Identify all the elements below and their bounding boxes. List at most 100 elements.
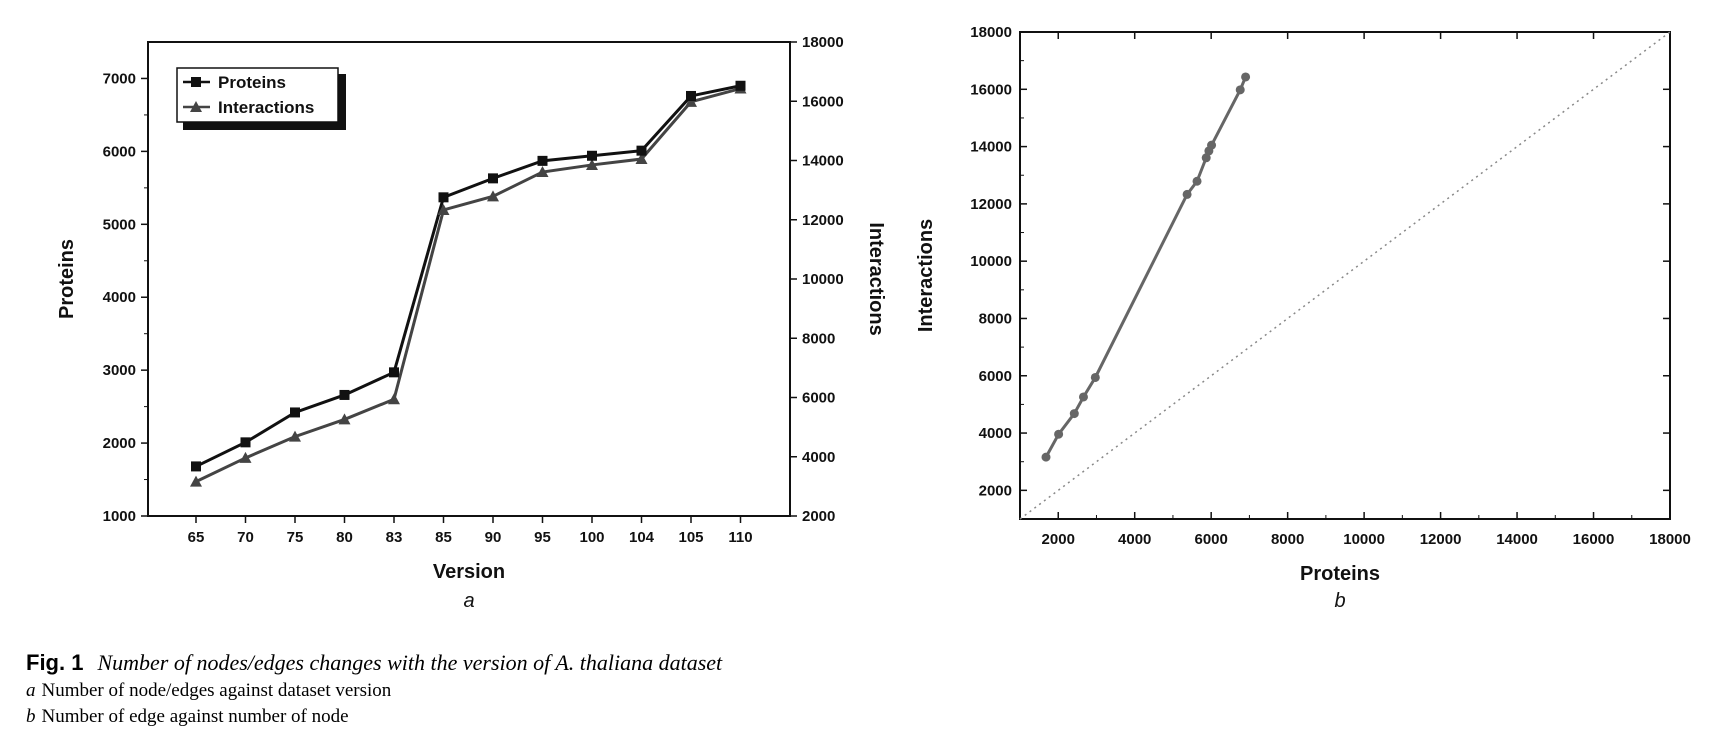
y-tick-label-a: 1000 bbox=[103, 508, 136, 525]
interactions-marker bbox=[437, 203, 450, 215]
x-tick-label-b: 16000 bbox=[1573, 531, 1615, 548]
y-tick-label-a: 5000 bbox=[103, 216, 136, 233]
x-tick-label-b: 10000 bbox=[1343, 531, 1385, 548]
y2-tick-label-a: 4000 bbox=[802, 449, 835, 466]
figure-caption: Fig. 1 Number of nodes/edges changes with… bbox=[26, 648, 1686, 730]
x-tick-label-b: 6000 bbox=[1194, 531, 1227, 548]
proteins-marker bbox=[389, 367, 399, 378]
figure-canvas: 65 70 75 80 83 85 90 95 100 104 105 110 1000 2000 3000… bbox=[56, 24, 1691, 612]
interactions-marker bbox=[536, 166, 549, 178]
data-point-b bbox=[1090, 372, 1100, 382]
proteins-marker bbox=[339, 389, 350, 400]
x-tick-label-b: 14000 bbox=[1496, 531, 1538, 548]
data-point-b bbox=[1078, 392, 1088, 402]
data-point-b bbox=[1241, 72, 1251, 82]
y2-tick-label-a: 16000 bbox=[802, 93, 844, 110]
y-tick-label-b: 14000 bbox=[970, 139, 1012, 156]
data-line-b bbox=[1044, 76, 1247, 458]
figure-title: Number of nodes/edges changes with the v… bbox=[97, 650, 723, 675]
legend-label-proteins: Proteins bbox=[218, 73, 286, 92]
x-tick-label-a: 95 bbox=[534, 529, 551, 546]
data-point-b bbox=[1041, 452, 1051, 462]
x-tick-label-a: 100 bbox=[579, 529, 604, 546]
data-point-b bbox=[1192, 176, 1202, 186]
interactions-marker bbox=[487, 190, 499, 202]
data-point-b bbox=[1069, 409, 1079, 419]
x-tick-label-a: 80 bbox=[336, 529, 353, 546]
x-tick-label-a: 83 bbox=[386, 529, 403, 546]
x-axis-title-b: Proteins bbox=[1300, 563, 1380, 585]
chart-panel-a: 65 70 75 80 83 85 90 95 100 104 105 110 1000 2000 3000… bbox=[56, 34, 887, 612]
interactions-marker bbox=[685, 95, 697, 107]
y-tick-label-a: 4000 bbox=[103, 289, 136, 306]
x-tick-label-a: 110 bbox=[728, 529, 752, 546]
proteins-marker bbox=[488, 173, 498, 184]
y2-tick-label-a: 2000 bbox=[802, 508, 835, 525]
data-point-b bbox=[1201, 153, 1211, 163]
data-point-b bbox=[1054, 429, 1064, 439]
x-tick-label-a: 105 bbox=[678, 529, 703, 546]
proteins-marker bbox=[537, 155, 548, 166]
series-line-proteins bbox=[195, 84, 741, 468]
x-tick-label-b: 8000 bbox=[1271, 531, 1304, 548]
x-axis-title-a: Version bbox=[433, 561, 505, 583]
y-tick-label-b: 16000 bbox=[970, 81, 1012, 98]
proteins-marker bbox=[438, 192, 449, 203]
y-tick-label-b: 8000 bbox=[979, 310, 1012, 327]
legend-marker-interactions bbox=[190, 101, 202, 112]
x-tick-label-a: 104 bbox=[629, 529, 655, 546]
y2-tick-label-a: 10000 bbox=[802, 271, 844, 288]
reference-line-b bbox=[1019, 31, 1671, 520]
proteins-marker bbox=[735, 80, 746, 91]
legend-a: Proteins Interactions bbox=[176, 67, 346, 130]
y-tick-label-a: 3000 bbox=[103, 362, 136, 379]
plot-frame-b bbox=[1019, 31, 1671, 520]
y2-tick-label-a: 18000 bbox=[802, 34, 844, 51]
proteins-marker bbox=[636, 145, 647, 156]
x-tick-label-a: 75 bbox=[287, 529, 304, 546]
y-tick-label-b: 4000 bbox=[979, 425, 1012, 442]
proteins-marker bbox=[686, 90, 696, 101]
caption-title-line: Fig. 1 Number of nodes/edges changes with… bbox=[26, 648, 1686, 678]
x-tick-label-a: 65 bbox=[188, 529, 205, 546]
subcaption-a-letter: a bbox=[26, 680, 36, 701]
subcaption-b: b Number of edge against number of node bbox=[26, 704, 1686, 730]
subcaption-a-text: Number of node/edges against dataset ver… bbox=[41, 680, 392, 701]
y-axis-title-b: Interactions bbox=[915, 219, 937, 332]
y2-tick-label-a: 8000 bbox=[802, 330, 835, 347]
interactions-marker bbox=[289, 430, 301, 442]
y2-tick-label-a: 6000 bbox=[802, 390, 835, 407]
subcaption-a: a Number of node/edges against dataset ve… bbox=[26, 678, 1686, 704]
interactions-marker bbox=[586, 158, 598, 170]
interactions-marker bbox=[635, 153, 648, 165]
y-tick-label-b: 6000 bbox=[979, 368, 1012, 385]
proteins-marker bbox=[240, 437, 251, 448]
y-tick-label-b: 10000 bbox=[970, 253, 1012, 270]
x-tick-label-a: 90 bbox=[485, 529, 502, 546]
subcaption-b-letter: b bbox=[26, 706, 36, 727]
series-line-interactions bbox=[195, 87, 741, 483]
data-point-b bbox=[1207, 140, 1217, 150]
y-tick-label-b: 2000 bbox=[979, 482, 1012, 499]
x-tick-label-b: 4000 bbox=[1118, 531, 1151, 548]
subcaption-b-text: Number of edge against number of node bbox=[41, 706, 349, 727]
interactions-marker bbox=[190, 475, 202, 487]
proteins-marker bbox=[587, 150, 597, 161]
x-tick-label-a: 85 bbox=[435, 529, 452, 546]
x-tick-label-b: 12000 bbox=[1420, 531, 1462, 548]
figure-label: Fig. 1 bbox=[26, 650, 84, 675]
y-axis-title-a: Proteins bbox=[56, 239, 78, 319]
y-tick-label-a: 6000 bbox=[103, 143, 136, 160]
y2-tick-label-a: 12000 bbox=[802, 212, 844, 229]
y2-tick-label-a: 14000 bbox=[802, 153, 844, 170]
proteins-marker bbox=[290, 407, 300, 418]
legend-box-a bbox=[176, 67, 339, 123]
y-tick-label-b: 18000 bbox=[970, 24, 1012, 41]
interactions-marker bbox=[388, 393, 400, 405]
y-tick-label-a: 7000 bbox=[103, 70, 136, 87]
x-tick-label-b: 18000 bbox=[1649, 531, 1691, 548]
interactions-marker bbox=[239, 451, 252, 463]
panel-letter-b: b bbox=[1334, 590, 1345, 612]
x-tick-label-b: 2000 bbox=[1042, 531, 1075, 548]
data-point-b bbox=[1182, 189, 1192, 199]
